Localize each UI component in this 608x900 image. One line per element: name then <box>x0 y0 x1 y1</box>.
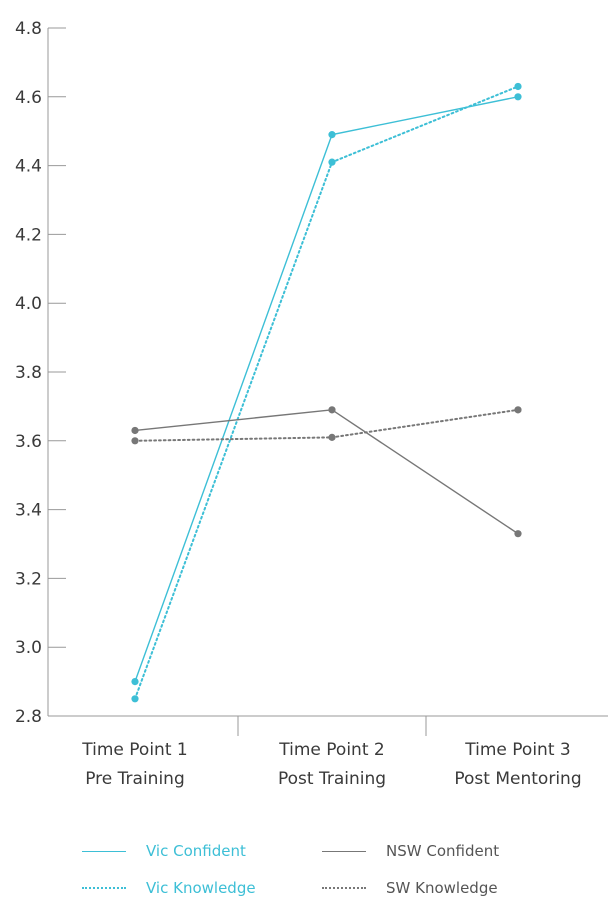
x-category-label-0-1: Pre Training <box>85 769 185 789</box>
legend-label-vic-knowledge: Vic Knowledge <box>146 879 256 897</box>
y-tick-label-10: 4.8 <box>15 19 42 39</box>
y-tick-label-5: 3.8 <box>15 363 42 383</box>
y-tick-label-6: 4.0 <box>15 294 42 314</box>
data-point-vic-confident-1 <box>328 131 336 139</box>
data-point-nsw-confident-1 <box>328 406 336 414</box>
x-category-label-2-0: Time Point 3 <box>464 740 570 760</box>
data-point-vic-knowledge-0 <box>131 695 139 703</box>
data-point-sw-knowledge-1 <box>328 433 336 441</box>
series-lines <box>134 85 519 700</box>
series-points <box>131 82 522 703</box>
data-point-vic-confident-0 <box>131 678 139 686</box>
line-chart: 2.8 3.0 3.2 3.4 3.6 3.8 4.0 4.2 4.4 4.6 4.8 Time P… <box>15 19 608 789</box>
y-tick-label-4: 3.6 <box>15 432 42 452</box>
series-line-vic-confident <box>134 96 519 682</box>
y-tick-label-3: 3.4 <box>15 501 42 521</box>
data-point-vic-confident-2 <box>514 93 522 101</box>
y-tick-label-2: 3.2 <box>15 569 42 589</box>
legend-item-vic-confident: Vic Confident <box>82 839 246 863</box>
x-category-label-2-1: Post Mentoring <box>454 769 581 789</box>
y-tick-label-9: 4.6 <box>15 88 42 108</box>
data-point-sw-knowledge-0 <box>131 437 139 445</box>
legend-swatch-sw-knowledge <box>322 887 366 889</box>
x-category-label-0-0: Time Point 1 <box>81 740 187 760</box>
y-tick-label-0: 2.8 <box>15 707 42 727</box>
legend: Vic Confident NSW Confident Vic Knowledg… <box>0 830 608 898</box>
legend-item-vic-knowledge: Vic Knowledge <box>82 876 256 900</box>
legend-label-sw-knowledge: SW Knowledge <box>386 879 498 897</box>
series-line-vic-knowledge <box>134 85 519 700</box>
y-axis-ticks: 2.8 3.0 3.2 3.4 3.6 3.8 4.0 4.2 4.4 4.6 4.8 <box>15 19 66 727</box>
data-point-vic-knowledge-2 <box>514 82 522 91</box>
x-category-label-1-1: Post Training <box>278 769 386 789</box>
series-line-nsw-confident <box>134 409 519 535</box>
legend-item-sw-knowledge: SW Knowledge <box>322 876 498 900</box>
series-line-sw-knowledge <box>134 408 519 442</box>
data-point-nsw-confident-0 <box>131 426 139 435</box>
y-tick-label-7: 4.2 <box>15 225 42 245</box>
data-point-nsw-confident-2 <box>514 530 522 538</box>
x-category-label-1-0: Time Point 2 <box>278 740 384 760</box>
legend-swatch-vic-knowledge <box>82 887 126 889</box>
legend-item-nsw-confident: NSW Confident <box>322 839 499 863</box>
x-axis-ticks: Time Point 1 Pre Training Time Point 2 Post… <box>81 716 582 789</box>
data-point-sw-knowledge-2 <box>514 406 522 414</box>
legend-swatch-nsw-confident <box>322 850 366 852</box>
data-point-vic-knowledge-1 <box>328 158 336 166</box>
legend-label-vic-confident: Vic Confident <box>146 842 246 860</box>
y-tick-label-1: 3.0 <box>15 638 42 658</box>
legend-label-nsw-confident: NSW Confident <box>386 842 500 860</box>
y-tick-label-8: 4.4 <box>15 157 42 177</box>
legend-swatch-vic-confident <box>82 850 126 852</box>
